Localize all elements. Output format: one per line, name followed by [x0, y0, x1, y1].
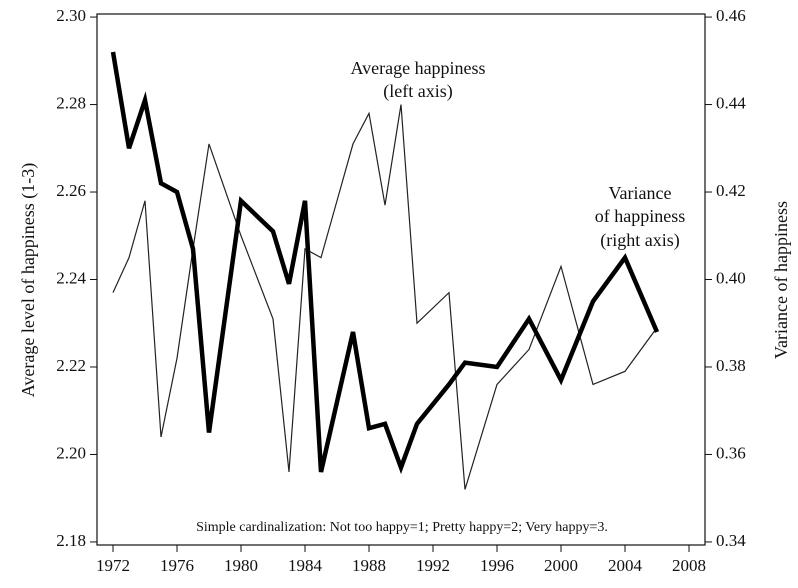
annotation: (right axis) [600, 230, 679, 251]
y-tick-label: 2.30 [56, 6, 86, 25]
y2-tick-label: 0.38 [716, 356, 746, 375]
annotation: Variance [609, 183, 672, 203]
y-axis-label: Average level of happiness (1-3) [18, 163, 39, 398]
y-tick-label: 2.18 [56, 531, 86, 550]
x-tick-label: 1976 [160, 556, 194, 575]
x-tick-label: 1972 [96, 556, 130, 575]
y2-tick-label: 0.40 [716, 268, 746, 287]
x-tick-label: 1996 [480, 556, 514, 575]
y-tick-label: 2.26 [56, 181, 86, 200]
x-tick-label: 1992 [416, 556, 450, 575]
y-tick-label: 2.22 [56, 356, 86, 375]
x-tick-label: 1988 [352, 556, 386, 575]
y2-tick-label: 0.36 [716, 443, 746, 462]
series-line [112, 104, 658, 490]
y-tick-label: 2.20 [56, 443, 86, 462]
x-tick-label: 1984 [288, 556, 323, 575]
x-tick-label: 2008 [672, 556, 706, 575]
x-tick-label: 2004 [608, 556, 643, 575]
y2-axis-label: Variance of happiness [771, 201, 791, 359]
x-tick-label: 1980 [224, 556, 258, 575]
x-tick-label: 2000 [544, 556, 578, 575]
y2-tick-label: 0.42 [716, 181, 746, 200]
y-tick-label: 2.28 [56, 93, 86, 112]
y-tick-label: 2.24 [56, 268, 86, 287]
note: Simple cardinalization: Not too happy=1;… [196, 520, 608, 535]
y2-tick-label: 0.46 [716, 6, 746, 25]
annotation: of happiness [595, 206, 685, 226]
series-line [110, 51, 660, 475]
y2-tick-label: 0.34 [716, 531, 746, 550]
annotation: Average happiness [350, 58, 485, 78]
y2-tick-label: 0.44 [716, 93, 746, 112]
annotation: (left axis) [383, 81, 452, 102]
